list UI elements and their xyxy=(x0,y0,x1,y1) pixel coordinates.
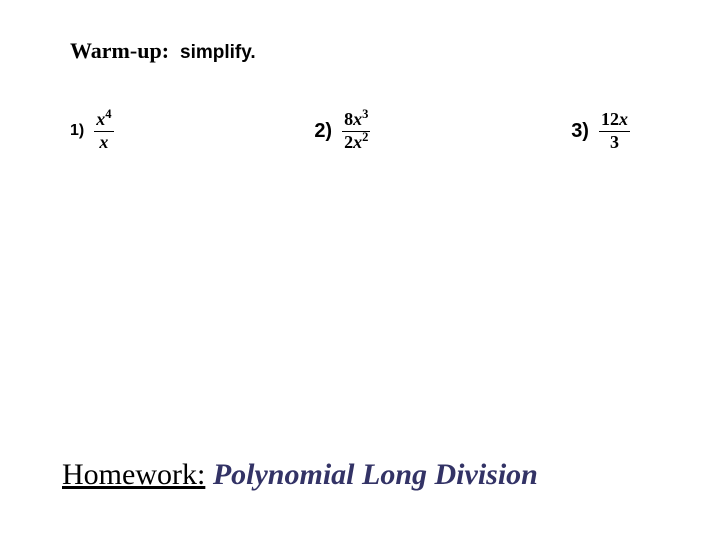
problem-1-numerator: x4 xyxy=(94,110,113,131)
problem-2-numerator: 8x3 xyxy=(342,110,370,131)
p2-num-coef: 8 xyxy=(344,109,353,129)
homework-title: Polynomial Long Division xyxy=(213,458,538,491)
p2-den-var: x xyxy=(353,132,362,152)
instruction-label: simplify. xyxy=(180,42,256,63)
warmup-colon: : xyxy=(162,38,169,63)
problems-row: 1) x4 x 2) 8x3 2x2 3) 12x 3 xyxy=(70,110,630,153)
warmup-header: Warm-up: simplify. xyxy=(70,38,256,64)
problem-2-fraction: 8x3 2x2 xyxy=(342,110,370,153)
problem-1-label: 1) xyxy=(70,122,84,140)
problem-3-denominator: 3 xyxy=(599,131,630,153)
problem-3-fraction: 12x 3 xyxy=(599,110,630,153)
problem-2-label: 2) xyxy=(314,120,332,143)
warmup-label: Warm-up xyxy=(70,38,162,63)
p3-num-coef: 12 xyxy=(601,109,619,129)
p2-den-coef: 2 xyxy=(344,132,353,152)
problem-1-denominator: x xyxy=(94,131,113,153)
problem-3-label: 3) xyxy=(571,120,589,143)
p2-num-exp: 3 xyxy=(362,107,368,121)
p2-num-var: x xyxy=(353,109,362,129)
problem-2-denominator: 2x2 xyxy=(342,131,370,153)
problem-3: 3) 12x 3 xyxy=(571,110,630,153)
p1-num-exp: 4 xyxy=(105,107,111,121)
problem-2: 2) 8x3 2x2 xyxy=(314,110,370,153)
homework-label: Homework xyxy=(62,458,197,491)
p1-num-var: x xyxy=(96,109,105,129)
problem-1: 1) x4 x xyxy=(70,110,114,153)
homework-colon: : xyxy=(197,458,205,491)
p2-den-exp: 2 xyxy=(362,130,368,144)
problem-1-fraction: x4 x xyxy=(94,110,113,153)
homework-footer: Homework: Polynomial Long Division xyxy=(62,458,538,492)
p3-num-var: x xyxy=(619,109,628,129)
problem-3-numerator: 12x xyxy=(599,110,630,131)
